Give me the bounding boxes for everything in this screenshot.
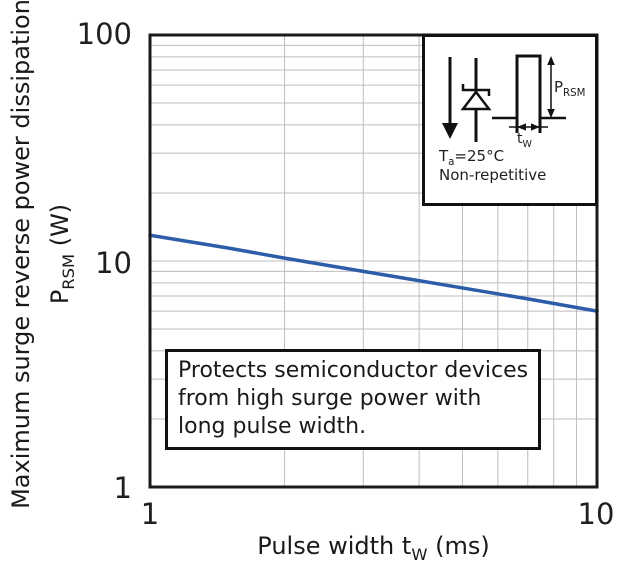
prsm-label: PRSM [554, 78, 586, 99]
prsm-label-subscript: RSM [563, 88, 586, 99]
annotation-box: Protects semiconductor devices from high… [165, 349, 542, 450]
y-axis-unit: (W) [46, 203, 74, 254]
annotation-line: from high surge power with [178, 386, 482, 411]
plot-frame [148, 33, 599, 489]
diode-icon [460, 58, 492, 142]
prsm-label-text: P [554, 78, 564, 96]
current-arrow-icon [442, 57, 458, 139]
tw-label-subscript: W [522, 138, 532, 150]
y-axis-title: Maximum surge reverse power dissipation [7, 0, 35, 509]
ta-label-subscript: a [448, 157, 455, 168]
x-tick-1: 1 [140, 497, 160, 531]
x-axis-title-unit: (ms) [427, 532, 490, 560]
ta-label-value: =25°C [454, 147, 505, 165]
annotation-line: Protects semiconductor devices [178, 358, 529, 383]
pulse-waveform [492, 54, 566, 133]
non-repetitive-label: Non-repetitive [439, 166, 547, 184]
ambient-temperature-label: Ta=25°C [439, 147, 505, 168]
tw-label-text: t [517, 131, 523, 147]
tw-dimension-arrow [509, 123, 548, 131]
y-axis-symbol-subscript: RSM [58, 253, 78, 290]
y-axis-symbol-text: P [46, 289, 74, 305]
data-line [148, 233, 599, 313]
y-tick-100: 100 [76, 17, 132, 51]
x-tick-10: 10 [577, 497, 615, 531]
tw-label: tW [517, 131, 532, 150]
y-tick-10: 10 [95, 246, 132, 280]
x-axis-title: Pulse width tW (ms) [150, 532, 597, 562]
ta-label-text: T [439, 147, 449, 165]
prsm-dimension-arrow [547, 56, 555, 118]
pulse-diagram [442, 54, 566, 142]
inset-condition-box: PRSM tW Ta=25°C Non-repetitive [422, 34, 598, 206]
y-axis-title-symbol: PRSM (W) [45, 0, 78, 524]
x-axis-title-subscript: W [411, 544, 428, 564]
annotation-line: long pulse width. [178, 414, 367, 439]
x-axis-title-text: Pulse width t [257, 532, 412, 560]
y-tick-1: 1 [113, 471, 132, 505]
